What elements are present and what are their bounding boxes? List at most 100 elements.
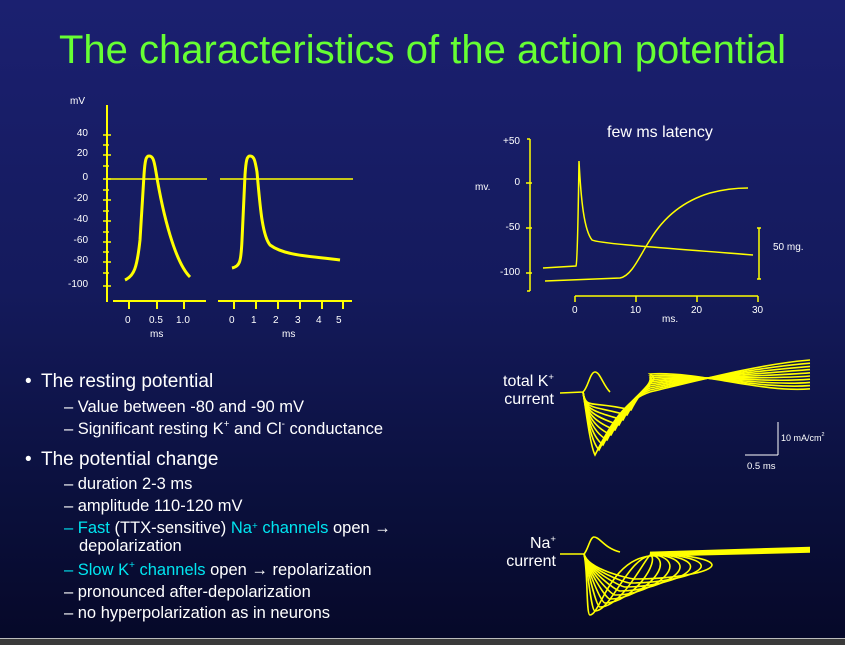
current-trace (583, 548, 811, 596)
current-trace (583, 547, 811, 588)
x-unit-label: ms. (662, 314, 679, 325)
y-unit-label: mV (70, 96, 85, 107)
y-tick: 20 (76, 148, 88, 159)
current-trace (582, 376, 811, 421)
k-label-text: total K (503, 373, 549, 390)
current-trace (582, 359, 811, 457)
bullet-potential-change: • The potential change (25, 449, 218, 471)
na-label-text: Na (529, 535, 551, 552)
text: conductance (284, 420, 384, 438)
x-tick: 30 (752, 305, 764, 316)
x-tick: 1.0 (176, 315, 190, 326)
scale-y-text: 10 mA/cm (781, 433, 822, 443)
x-tick: 0.5 (149, 315, 163, 326)
text: (TTX-sensitive) (109, 519, 231, 537)
sub-bullet: – pronounced after-depolarization (64, 583, 311, 601)
superscript: + (548, 372, 554, 383)
current-trace (583, 550, 811, 612)
text: Na (230, 519, 252, 537)
x-tick: 0 (572, 305, 578, 316)
current-trace (583, 547, 811, 584)
y-tick: -50 (505, 222, 520, 233)
text: – Fast (64, 519, 110, 537)
y-tick: 40 (76, 128, 88, 139)
current-trace (582, 372, 811, 411)
sub-bullet: – Significant resting K+ and Cl- conduct… (64, 419, 384, 439)
x-tick: 1 (251, 315, 257, 326)
current-trace (583, 548, 811, 592)
sub-bullet: – no hyperpolarization as in neurons (64, 604, 331, 622)
bullet-icon: • (25, 449, 32, 470)
bottom-bar (0, 638, 845, 645)
bullet-resting-potential: • The resting potential (25, 371, 213, 393)
y-tick: +50 (503, 136, 520, 147)
y-tick: -20 (73, 193, 88, 204)
k-label-text: current (504, 391, 554, 408)
latency-annotation: few ms latency (607, 124, 713, 141)
current-trace (559, 371, 611, 394)
superscript: 2 (821, 432, 825, 438)
x-unit-label: ms (150, 329, 164, 340)
y-tick: -100 (499, 267, 520, 278)
action-potential-trace (542, 160, 754, 269)
current-trace (582, 374, 811, 416)
text: depolarization (79, 537, 182, 555)
y-unit-label: mv. (475, 182, 491, 193)
text: open → repolarization (205, 561, 372, 579)
current-trace (582, 372, 811, 437)
text: – Significant resting K (64, 420, 224, 438)
text: open → (328, 519, 391, 537)
current-trace (583, 546, 811, 580)
text: – Slow K (64, 561, 130, 579)
na-current-label: Na+ current (470, 534, 556, 571)
superscript: - (281, 419, 285, 430)
k-current-label: total K+ current (470, 372, 554, 409)
current-trace (582, 377, 811, 426)
neuron-action-potential-trace (124, 154, 192, 282)
current-trace (583, 549, 811, 600)
current-trace (583, 551, 811, 616)
current-trace (582, 375, 811, 432)
scale-y-label: 10 mA/cm2 (781, 432, 825, 443)
y-tick: -100 (67, 279, 88, 290)
y-tick: 0 (82, 172, 88, 183)
text: channels (257, 519, 329, 537)
y-tick: -40 (73, 214, 88, 225)
x-tick: 5 (336, 315, 342, 326)
superscript: + (223, 419, 230, 430)
superscript: + (251, 521, 258, 532)
x-tick: 0 (125, 315, 131, 326)
current-trace (582, 368, 811, 442)
y-tick: -80 (73, 255, 88, 266)
text: channels (134, 561, 206, 579)
x-unit-label: ms (282, 329, 296, 340)
superscript: + (129, 560, 135, 571)
bullet-text: The resting potential (41, 371, 214, 392)
current-trace (583, 549, 811, 604)
x-tick: 0 (229, 315, 235, 326)
sub-bullet: – amplitude 110-120 mV (64, 497, 243, 515)
x-tick: 2 (273, 315, 279, 326)
x-tick: 20 (691, 305, 703, 316)
contraction-trace (544, 187, 749, 282)
k-current-traces (559, 359, 811, 457)
current-trace (583, 550, 811, 608)
muscle-action-potential-trace (231, 154, 341, 270)
current-trace (582, 365, 811, 447)
x-tick: 10 (630, 305, 642, 316)
text: and Cl (229, 420, 282, 438)
na-label-text: current (506, 553, 556, 570)
y-tick: 0 (514, 177, 520, 188)
y-axis-ticks (103, 134, 111, 287)
y-tick: -60 (73, 235, 88, 246)
x-tick: 4 (316, 315, 322, 326)
slide-title: The characteristics of the action potent… (58, 28, 787, 72)
sub-bullet: – Slow K+ channels open → repolarization (64, 560, 372, 580)
superscript: + (550, 534, 556, 545)
x-tick: 3 (295, 315, 301, 326)
current-trace (560, 536, 621, 555)
sub-bullet: – Fast (TTX-sensitive) Na+ channels open… (64, 519, 391, 555)
sub-bullet: – duration 2-3 ms (64, 475, 193, 493)
sub-bullet: – Value between -80 and -90 mV (64, 398, 305, 416)
bullet-text: The potential change (41, 449, 219, 470)
